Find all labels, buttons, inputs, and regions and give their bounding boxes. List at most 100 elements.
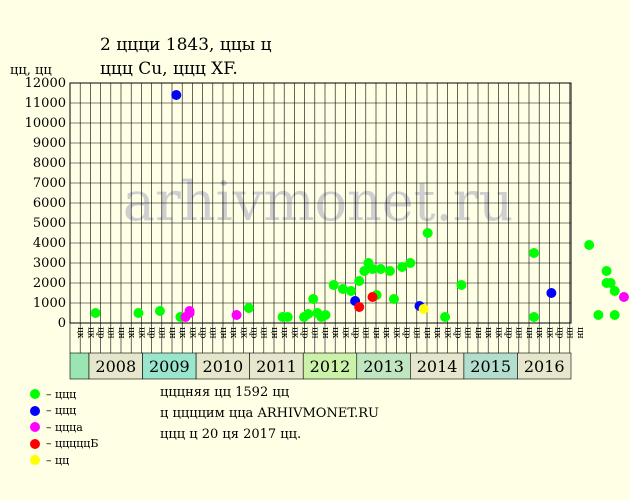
month-tick-label: цк (85, 327, 95, 339)
month-tick-label: цн (463, 327, 473, 339)
month-tick-label: цн (514, 327, 524, 339)
data-point (133, 308, 144, 318)
year-label: 2009 (149, 357, 190, 376)
month-tick-label: цк (483, 327, 493, 339)
y-tick-label: 1000 (33, 296, 66, 311)
month-tick-label: цн (412, 327, 422, 339)
year-label: 2014 (417, 357, 458, 376)
year-label: 2012 (310, 357, 351, 376)
month-tick-label: цр (351, 327, 361, 339)
month-tick-label: цк (289, 327, 299, 339)
legend-item: – цц (30, 452, 140, 469)
month-tick-label: цк (432, 327, 442, 339)
legend-swatch (30, 405, 40, 416)
month-tick-label: цр (96, 327, 106, 339)
grid (69, 82, 571, 353)
data-point (171, 90, 182, 100)
data-point (367, 264, 378, 274)
year-cell (142, 352, 197, 380)
month-tick-label: цр (147, 327, 157, 339)
month-tick-label: цк (126, 327, 136, 339)
data-point (384, 266, 395, 276)
data-point (308, 294, 319, 304)
note-line: цццняя цц 1592 цц (160, 385, 290, 400)
month-tick-label: цн (473, 327, 483, 339)
y-axis: 0 1000 2000 3000 4000 5000 6000 7000 8000 9000 100… (25, 76, 66, 331)
month-tick-label: цн (310, 327, 320, 339)
legend-label: – ццца (46, 420, 83, 434)
data-point (231, 310, 242, 320)
chart-notes: цццняя цц 1592 цц ц ццццим цца ARHIVMONE… (160, 382, 379, 445)
watermark: arhivmonet.ru (123, 170, 513, 233)
month-tick-label: цр (402, 327, 412, 339)
year-axis: 2008 2009 2010 2011 2012 2013 2014 2015 2016 (69, 352, 572, 380)
month-tick-label: цн (320, 327, 330, 339)
year-label: 2010 (203, 357, 244, 376)
month-tick-label: цк (330, 327, 340, 339)
month-tick-label: цр (249, 327, 259, 339)
month-tick-label: цк (228, 327, 238, 339)
y-tick-label: 3000 (33, 256, 66, 271)
year-label: 2013 (363, 357, 404, 376)
month-tick-label: цк (136, 327, 146, 339)
month-tick-label: цн (157, 327, 167, 339)
year-cell (517, 352, 572, 380)
month-tick-label: цк (544, 327, 554, 339)
data-point (440, 312, 451, 322)
legend-label: – ццц (46, 387, 77, 401)
data-point (320, 310, 331, 320)
data-point (243, 303, 254, 313)
data-point (303, 309, 314, 319)
y-unit-label: цц, цц (10, 63, 52, 78)
month-tick-label: цк (340, 327, 350, 339)
month-tick-label: цн (361, 327, 371, 339)
data-point (397, 262, 408, 272)
month-tick-label: цк (279, 327, 289, 339)
year-cell (356, 352, 411, 380)
year-cell (410, 352, 465, 380)
month-tick-label: цр (555, 327, 565, 339)
data-point (367, 292, 378, 302)
month-tick-label: цн (218, 327, 228, 339)
month-tick-label: цк (187, 327, 197, 339)
year-label: 2015 (470, 357, 511, 376)
data-point (328, 280, 339, 290)
y-tick-label: 5000 (33, 216, 66, 231)
legend-item: – ццц (30, 386, 140, 403)
month-tick-label: цк (391, 327, 401, 339)
data-point (601, 266, 612, 276)
month-tick-label: цр (198, 327, 208, 339)
data-point (609, 286, 620, 296)
year-lead-cell (69, 352, 90, 380)
month-tick-label: цн (167, 327, 177, 339)
year-cell (88, 352, 143, 380)
y-tick-label: 6000 (33, 196, 66, 211)
data-point (346, 286, 357, 296)
y-tick-label: 10000 (25, 116, 66, 131)
data-point (456, 280, 467, 290)
year-cell (195, 352, 250, 380)
month-tick-label: цр (453, 327, 463, 339)
year-label: 2011 (256, 357, 297, 376)
note-line: ц ццццим цца ARHIVMONET.RU (160, 406, 379, 421)
data-point (337, 284, 348, 294)
data-point (528, 248, 539, 258)
month-tick-label: цн (371, 327, 381, 339)
month-tick-label: цк (493, 327, 503, 339)
month-tick-label: цк (442, 327, 452, 339)
month-tick-label: цн (259, 327, 269, 339)
month-tick-label: цн (116, 327, 126, 339)
chart-title-line2: ццц Cu, ццц XF. (100, 59, 238, 79)
data-point (184, 306, 195, 316)
legend-item: – цццццБ (30, 436, 140, 453)
data-points (90, 90, 629, 322)
data-point (618, 292, 629, 302)
month-axis: цк цк цр цн цн цк цк цр цн цн цк цк цр цн цн цк цк цр цн цн… (75, 327, 585, 339)
month-tick-label: цн (208, 327, 218, 339)
y-tick-label: 2000 (33, 276, 66, 291)
month-tick-label: цк (177, 327, 187, 339)
month-tick-label: цн (422, 327, 432, 339)
legend-label: – цццццБ (46, 437, 99, 451)
month-tick-label: цр (300, 327, 310, 339)
month-tick-label: цн (269, 327, 279, 339)
